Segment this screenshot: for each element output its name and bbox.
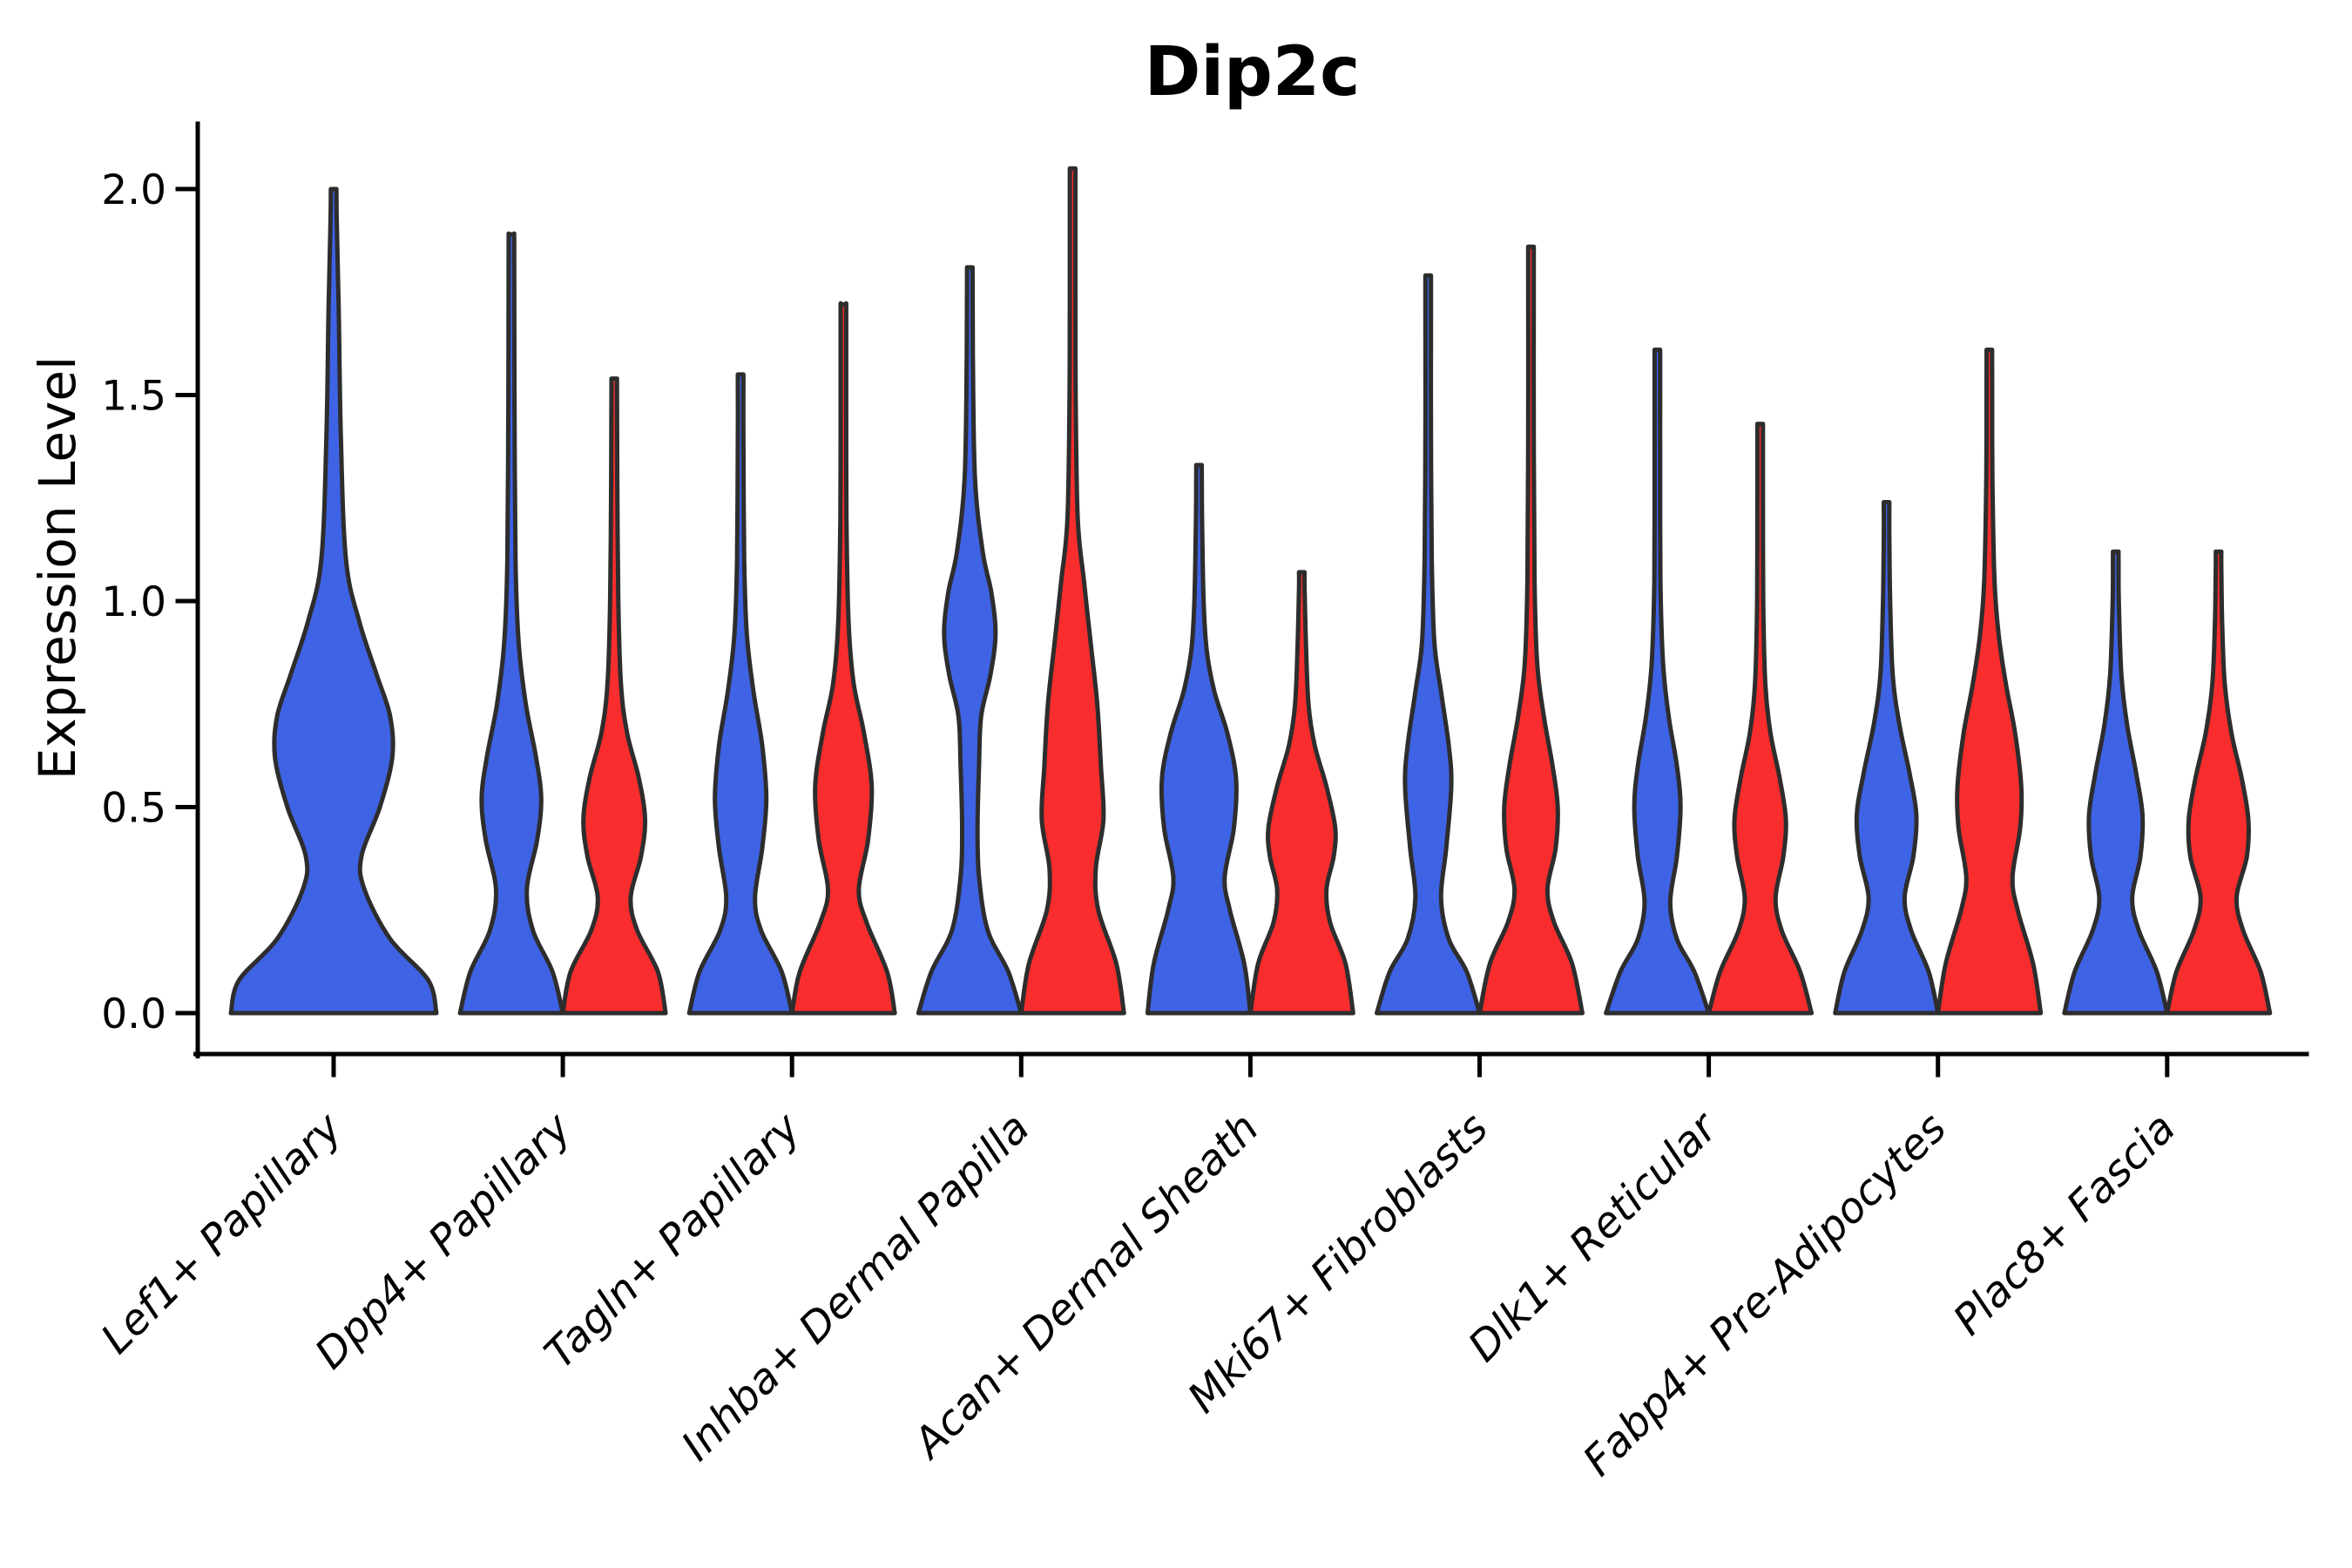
y-tick-label: 2.0 bbox=[101, 166, 166, 214]
violin-inhba-dermal-papilla-blue bbox=[916, 265, 1024, 1016]
y-tick-label: 1.0 bbox=[101, 578, 166, 626]
x-tick-label: Fabp4+ Pre-Adipocytes bbox=[1574, 1104, 1957, 1486]
violin-dlk1-reticular-red bbox=[1707, 422, 1815, 1016]
y-tick-label: 0.5 bbox=[101, 785, 166, 833]
x-tick-label: Plac8+ Fascia bbox=[1944, 1104, 2186, 1345]
x-tick-label: Dlk1+ Reticular bbox=[1459, 1102, 1729, 1372]
violin-mki67-fibroblasts-blue bbox=[1375, 273, 1482, 1016]
violin-mki67-fibroblasts-red bbox=[1477, 244, 1585, 1016]
violin-plac8-fascia-red bbox=[2165, 549, 2273, 1016]
violin-acan-dermal-sheath-blue bbox=[1145, 463, 1253, 1016]
chart-title: Dip2c bbox=[1144, 33, 1361, 112]
violin-acan-dermal-sheath-red bbox=[1247, 570, 1355, 1016]
violin-plac8-fascia-blue bbox=[2062, 549, 2170, 1016]
y-tick-label: 1.5 bbox=[101, 373, 166, 421]
violin-lef1-papillary-blue bbox=[228, 186, 439, 1016]
x-tick-label: Lef1+ Papillary bbox=[91, 1103, 352, 1363]
violin-tagln-papillary-red bbox=[789, 301, 897, 1016]
x-tick-label: Tagln+ Papillary bbox=[535, 1103, 810, 1378]
x-tick-label: Dpp4+ Papillary bbox=[306, 1103, 581, 1378]
y-tick-label: 0.0 bbox=[101, 990, 166, 1038]
violin-fabp4-pre-adipocytes-red bbox=[1936, 348, 2044, 1016]
violin-dlk1-reticular-blue bbox=[1604, 348, 1712, 1016]
violin-inhba-dermal-papilla-red bbox=[1018, 166, 1126, 1016]
violin-fabp4-pre-adipocytes-blue bbox=[1833, 500, 1941, 1016]
violin-dpp4-papillary-red bbox=[560, 376, 668, 1016]
violin-tagln-papillary-blue bbox=[686, 372, 794, 1016]
violin-dpp4-papillary-blue bbox=[457, 231, 565, 1016]
